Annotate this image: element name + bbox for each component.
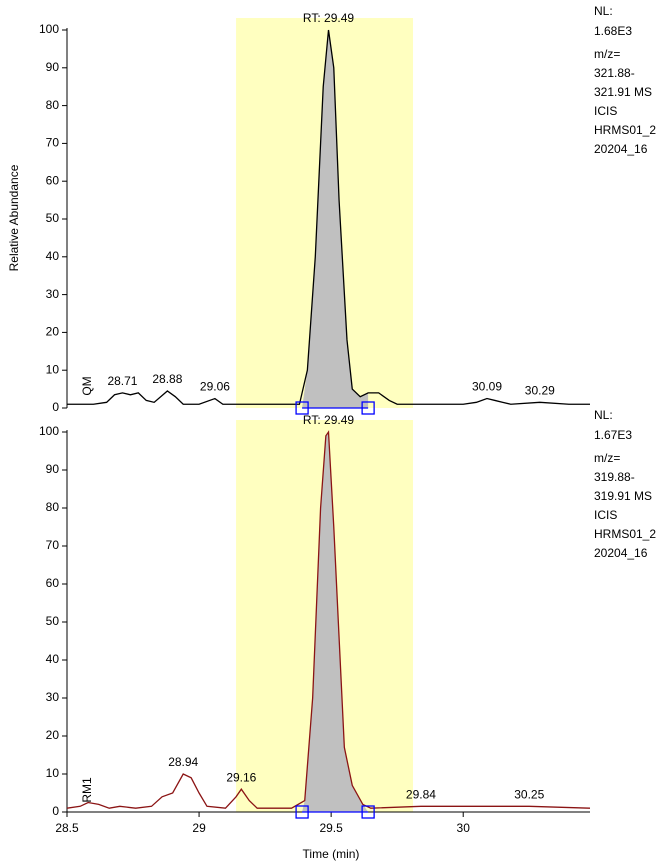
y-tick-label: 50 xyxy=(46,211,60,225)
info-text: m/z= xyxy=(594,47,620,61)
info-text: 20204_16 xyxy=(594,142,648,156)
y-tick-label: 60 xyxy=(46,173,60,187)
info-text: 1.67E3 xyxy=(594,428,632,442)
info-text: 20204_16 xyxy=(594,546,648,560)
info-text: ICIS xyxy=(594,508,617,522)
trace-line xyxy=(66,430,591,809)
x-axis-label: Time (min) xyxy=(303,847,360,861)
peak-area xyxy=(302,432,369,812)
peak-label: 29.84 xyxy=(406,787,436,801)
y-tick-label: 90 xyxy=(46,462,60,476)
y-tick-label: 90 xyxy=(46,60,60,74)
info-text: m/z= xyxy=(594,451,620,465)
peak-label: 30.29 xyxy=(525,384,555,398)
peak-boundary-marker xyxy=(295,805,309,819)
y-tick-label: 60 xyxy=(46,576,60,590)
peak-label: 29.06 xyxy=(200,380,230,394)
y-tick-label: 50 xyxy=(46,614,60,628)
trace-name: QM xyxy=(80,376,94,395)
info-text: NL: xyxy=(594,4,613,18)
peak-label: 29.16 xyxy=(226,770,256,784)
y-tick-label: 20 xyxy=(46,325,60,339)
y-tick-label: 30 xyxy=(46,690,60,704)
x-tick-label: 28.5 xyxy=(55,821,79,835)
y-tick-label: 10 xyxy=(46,766,60,780)
x-tick-label: 29 xyxy=(192,821,206,835)
info-text: ICIS xyxy=(594,104,617,118)
info-text: 321.91 MS xyxy=(594,85,652,99)
peak-label: 30.25 xyxy=(514,787,544,801)
peak-boundary-marker xyxy=(361,805,375,819)
peak-label: RT: 29.49 xyxy=(303,413,354,427)
trace-name: RM1 xyxy=(80,777,94,803)
y-tick-label: 0 xyxy=(52,804,59,818)
x-tick-label: 30 xyxy=(457,821,471,835)
y-tick-label: 0 xyxy=(52,400,59,414)
peak-label: RT: 29.49 xyxy=(303,11,354,25)
y-tick-label: 70 xyxy=(46,538,60,552)
info-text: HRMS01_2 xyxy=(594,527,656,541)
y-tick-label: 40 xyxy=(46,249,60,263)
x-tick-label: 29.5 xyxy=(319,821,343,835)
y-tick-label: 80 xyxy=(46,500,60,514)
info-text: 321.88- xyxy=(594,66,635,80)
y-tick-label: 100 xyxy=(39,22,59,36)
info-text: NL: xyxy=(594,408,613,422)
y-tick-label: 100 xyxy=(39,424,59,438)
info-text: 1.68E3 xyxy=(594,24,632,38)
y-tick-label: 80 xyxy=(46,98,60,112)
peak-boundary-marker xyxy=(361,401,375,415)
y-tick-label: 70 xyxy=(46,136,60,150)
peak-label: 28.94 xyxy=(168,755,198,769)
y-tick-label: 40 xyxy=(46,652,60,666)
peak-label: 28.88 xyxy=(152,372,182,386)
y-tick-label: 30 xyxy=(46,287,60,301)
peak-label: 28.71 xyxy=(107,374,137,388)
info-text: 319.88- xyxy=(594,470,635,484)
trace-line xyxy=(67,29,590,405)
info-text: HRMS01_2 xyxy=(594,123,656,137)
y-axis-label: Relative Abundance xyxy=(7,164,21,271)
y-tick-label: 20 xyxy=(46,728,60,742)
info-text: 319.91 MS xyxy=(594,489,652,503)
peak-boundary-marker xyxy=(295,401,309,415)
peak-area xyxy=(302,30,369,408)
peak-label: 30.09 xyxy=(472,380,502,394)
y-tick-label: 10 xyxy=(46,362,60,376)
